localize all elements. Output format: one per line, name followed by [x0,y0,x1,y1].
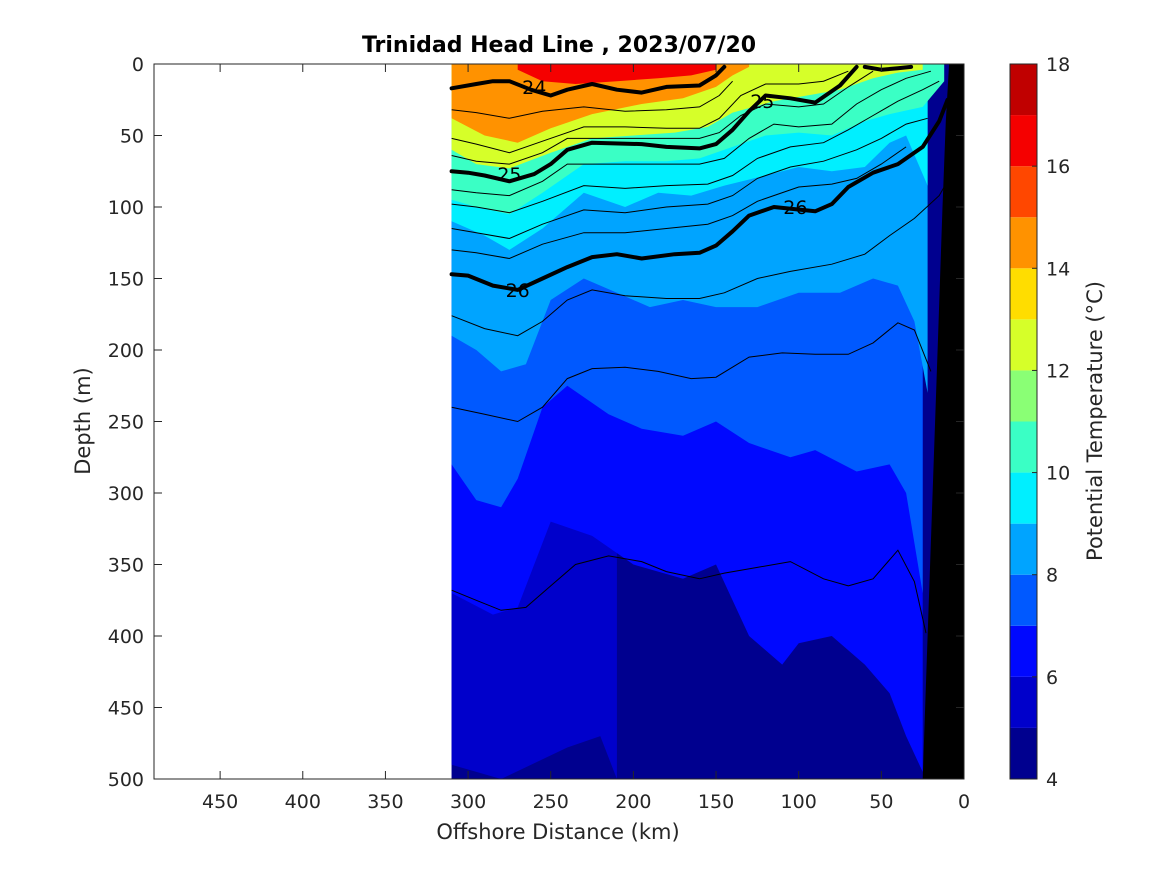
temperature-band-16 [517,64,716,84]
colorbar: 4 6 8 10 12 14 16 18 [1009,54,1070,791]
y-tick-label: 350 [108,555,144,577]
colorbar-swatch-11 [1010,370,1037,422]
y-tick-label: 250 [108,412,144,434]
y-tick-label: 450 [108,698,144,720]
density-contour-25-3 [862,64,914,72]
thin-density-contours [451,70,952,634]
x-tick-label: 400 [285,791,321,813]
density-contour-24-1 [449,64,727,98]
x-tick-label: 150 [698,791,734,813]
colorbar-swatch-12 [1010,319,1037,371]
x-tick-label: 450 [202,791,238,813]
colorbar-tick-label: 6 [1046,667,1058,689]
bold-density-contours [449,64,950,292]
y-tick-label: 100 [108,197,144,219]
y-tick-label: 400 [108,626,144,648]
colorbar-swatch-10 [1010,421,1037,473]
colorbar-swatch-14 [1010,217,1037,269]
thin-contour-3 [451,70,874,165]
thin-contour-5 [451,80,940,214]
x-axis-label: Offshore Distance (km) [436,820,679,844]
colorbar-tick-label: 10 [1046,463,1070,485]
contour-label-26: 26 [506,280,530,302]
contour-label-25: 25 [497,164,521,186]
bathymetry [922,64,964,779]
y-axis: 0 50 100 150 200 250 300 350 400 450 500 [108,54,964,791]
colorbar-swatch-15 [1010,166,1037,218]
seafloor [922,64,964,779]
temperature-fills [451,64,964,779]
y-tick-label: 50 [120,126,144,148]
x-tick-label: 0 [958,791,970,813]
contour-label-25: 25 [750,91,774,113]
thin-contour-9 [451,322,932,423]
x-axis: 450 400 350 300 250 200 150 100 50 0 [202,64,970,813]
thin-contour-6 [451,117,928,240]
colorbar-swatch-7 [1010,574,1037,626]
x-tick-label: 250 [533,791,569,813]
y-tick-label: 200 [108,340,144,362]
chart-title: Trinidad Head Line , 2023/07/20 [362,33,756,58]
y-tick-label: 0 [132,54,144,76]
colorbar-label: Potential Temperature (°C) [1083,281,1107,561]
colorbar-swatch-13 [1010,268,1037,320]
contour-label-24: 24 [522,77,546,99]
thin-contour-7 [451,146,907,260]
x-tick-label: 100 [781,791,817,813]
contour-label-26: 26 [783,197,807,219]
colorbar-swatch-17 [1010,64,1037,116]
y-tick-label: 150 [108,269,144,291]
thin-contour-4 [451,70,932,197]
temperature-band-14 [451,64,750,143]
colorbar-tick-label: 4 [1046,769,1058,791]
colorbar-frame [1009,63,1038,780]
colorbar-tick-label: 8 [1046,565,1058,587]
thin-contour-2 [451,70,849,154]
x-tick-label: 300 [450,791,486,813]
thin-contour-1 [451,80,733,119]
colorbar-tick-label: 14 [1046,258,1070,280]
density-contour-26-4 [449,97,950,292]
x-tick-label: 200 [615,791,651,813]
colorbar-tick-label: 12 [1046,360,1070,382]
y-tick-label: 300 [108,483,144,505]
y-tick-label: 500 [108,769,144,791]
x-tick-label: 50 [869,791,893,813]
thin-contour-10 [451,549,927,634]
colorbar-swatch-16 [1010,115,1037,167]
colorbar-swatch-5 [1010,676,1037,728]
colorbar-swatch-6 [1010,625,1037,677]
colorbar-swatch-4 [1010,727,1037,779]
colorbar-swatch-8 [1010,523,1037,575]
y-axis-label: Depth (m) [71,367,95,474]
contour-labels: 24 25 25 26 26 [497,77,807,302]
colorbar-tick-label: 18 [1046,54,1070,76]
density-contour-25-2 [449,64,859,184]
thin-contour-8 [451,175,952,337]
x-tick-label: 350 [367,791,403,813]
colorbar-swatch-9 [1010,472,1037,524]
colorbar-tick-label: 16 [1046,156,1070,178]
